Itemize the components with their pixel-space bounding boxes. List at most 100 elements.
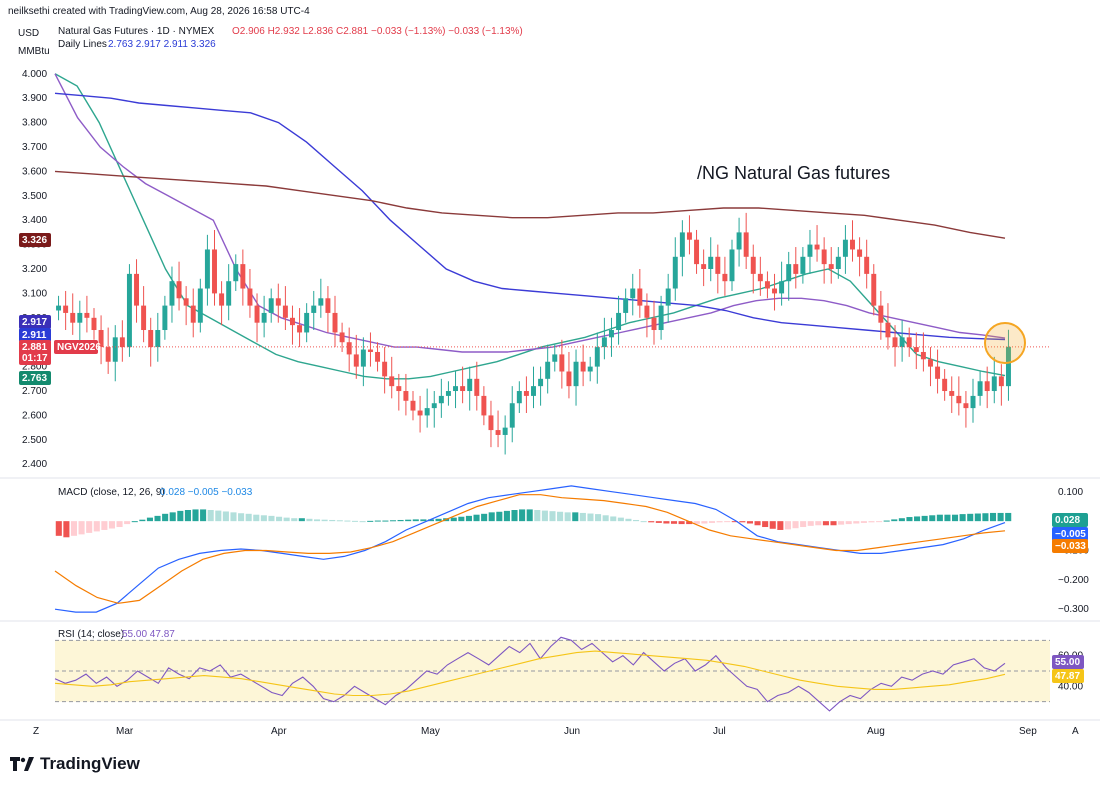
candle-body bbox=[580, 361, 586, 372]
macd-legend-label[interactable]: MACD (close, 12, 26, 9) bbox=[58, 487, 165, 498]
price-badge bbox=[19, 340, 51, 354]
macd-histogram-bar bbox=[853, 521, 860, 524]
candle-body bbox=[445, 391, 451, 396]
macd-histogram-bar bbox=[207, 510, 214, 522]
candle-body bbox=[176, 281, 182, 299]
candle-body bbox=[616, 312, 622, 331]
candle-body bbox=[913, 347, 919, 352]
candle-body bbox=[112, 337, 118, 362]
rsi-pane bbox=[54, 636, 1006, 712]
macd-histogram-bar bbox=[458, 516, 465, 522]
candle-body bbox=[516, 391, 522, 404]
macd-histogram-bar bbox=[557, 511, 564, 522]
candle-body bbox=[545, 361, 551, 379]
macd-histogram-bar bbox=[602, 515, 609, 522]
tradingview-logo[interactable]: TradingView bbox=[10, 754, 140, 774]
macd-histogram-bar bbox=[192, 509, 199, 522]
macd-histogram-bar bbox=[435, 518, 442, 522]
candle-body bbox=[608, 330, 614, 338]
candle-body bbox=[424, 408, 430, 416]
rsi-axis-label: 40.00 bbox=[1058, 681, 1083, 692]
macd-histogram-bar bbox=[230, 512, 237, 522]
macd-badge bbox=[1052, 527, 1088, 541]
candle-body bbox=[141, 305, 147, 331]
price-axis-label: 3.200 bbox=[22, 264, 47, 275]
macd-histogram-bar bbox=[427, 519, 435, 522]
candle-body bbox=[84, 312, 90, 318]
candle-body bbox=[800, 256, 806, 274]
daily-lines-label: Daily Lines bbox=[58, 39, 107, 50]
macd-histogram-bar bbox=[762, 521, 769, 528]
macd-histogram-bar bbox=[283, 517, 290, 522]
candle-body bbox=[275, 298, 281, 306]
candle-body bbox=[885, 322, 891, 338]
macd-histogram-bar bbox=[276, 516, 283, 522]
tradingview-logo-icon bbox=[10, 757, 34, 771]
price-badge bbox=[19, 328, 51, 342]
candle-body bbox=[282, 305, 288, 318]
signal-line bbox=[54, 494, 1006, 604]
macd-legend-values: 0.028 −0.005 −0.033 bbox=[160, 487, 253, 498]
macd-histogram-bar bbox=[883, 520, 890, 522]
time-axis-label: Mar bbox=[116, 726, 134, 737]
symbol-title[interactable]: Natural Gas Futures · 1D · NYMEX bbox=[58, 26, 215, 37]
candle-body bbox=[942, 378, 948, 392]
macd-histogram-bar bbox=[146, 517, 153, 522]
candle-body bbox=[998, 376, 1004, 387]
candle-body bbox=[899, 337, 905, 348]
candle-body bbox=[233, 264, 239, 282]
candle-body bbox=[134, 273, 140, 306]
macd-histogram-bar bbox=[473, 514, 480, 522]
macd-histogram-bar bbox=[800, 521, 807, 528]
macd-histogram-bar bbox=[131, 521, 138, 523]
macd-badge bbox=[1052, 539, 1088, 553]
macd-histogram-bar bbox=[397, 519, 404, 522]
macd-histogram-bar bbox=[777, 521, 784, 530]
rsi-badge-text: 47.87 bbox=[1055, 671, 1080, 682]
candle-body bbox=[665, 288, 671, 306]
candle-body bbox=[729, 249, 735, 282]
macd-histogram-bar bbox=[1005, 512, 1012, 522]
macd-histogram-bar bbox=[382, 520, 389, 522]
macd-histogram-bar bbox=[708, 521, 716, 523]
candle-body bbox=[566, 371, 572, 387]
price-badge-text: 2.917 bbox=[22, 317, 47, 328]
candle-body bbox=[587, 366, 593, 372]
macd-histogram-bar bbox=[313, 519, 321, 522]
candle-body bbox=[531, 386, 536, 396]
candle-body bbox=[332, 312, 338, 333]
candle-body bbox=[311, 305, 317, 313]
candle-body bbox=[963, 403, 969, 409]
macd-histogram-bar bbox=[959, 514, 966, 522]
candle-body bbox=[807, 244, 813, 257]
candle-body bbox=[403, 391, 409, 401]
symbol-badge bbox=[54, 340, 98, 354]
macd-histogram-bar bbox=[526, 509, 533, 522]
candle-body bbox=[438, 395, 444, 404]
macd-histogram-bar bbox=[306, 518, 313, 522]
macd-histogram-bar bbox=[55, 521, 62, 536]
macd-histogram-bar bbox=[936, 514, 943, 522]
axes: 4.0003.9003.8003.7003.6003.5003.4003.300… bbox=[22, 69, 1089, 737]
macd-histogram-bar bbox=[420, 519, 427, 522]
ma-line bbox=[54, 73, 1006, 353]
macd-histogram-bar bbox=[389, 520, 397, 522]
candle-body bbox=[126, 273, 132, 348]
rsi-legend-values: 55.00 47.87 bbox=[122, 629, 175, 640]
candle-body bbox=[268, 298, 274, 313]
candle-body bbox=[630, 288, 636, 299]
candle-body bbox=[736, 232, 742, 250]
macd-badge-text: 0.028 bbox=[1055, 515, 1080, 526]
macd-histogram-bar bbox=[245, 513, 252, 522]
macd-histogram-bar bbox=[716, 521, 723, 523]
candle-body bbox=[56, 305, 62, 311]
macd-histogram-bar bbox=[686, 521, 693, 525]
candle-body bbox=[694, 239, 700, 265]
candle-body bbox=[318, 298, 324, 306]
macd-histogram-bar bbox=[351, 520, 359, 522]
rsi-legend-label[interactable]: RSI (14; close) bbox=[58, 629, 125, 640]
price-axis-label: 3.900 bbox=[22, 93, 47, 104]
macd-histogram-bar bbox=[693, 521, 700, 524]
macd-histogram-bar bbox=[898, 518, 905, 522]
